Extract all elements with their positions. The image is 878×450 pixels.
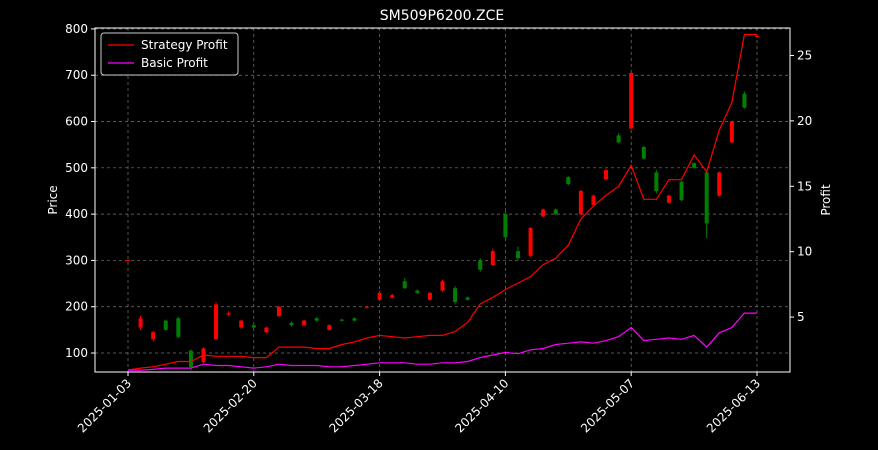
candle-body bbox=[176, 318, 181, 337]
y2-tick-label: 20 bbox=[797, 114, 812, 128]
candle-body bbox=[692, 163, 697, 168]
candle-body bbox=[453, 288, 458, 303]
candle-body bbox=[365, 306, 370, 308]
candle-body bbox=[591, 195, 596, 205]
candle-body bbox=[704, 172, 709, 224]
candle-body bbox=[503, 214, 508, 238]
candle-body bbox=[226, 313, 231, 315]
candle-body bbox=[302, 320, 307, 326]
candle-body bbox=[151, 332, 156, 340]
legend-label: Basic Profit bbox=[141, 56, 208, 70]
candle-body bbox=[314, 318, 319, 321]
candle-body bbox=[264, 327, 269, 333]
candle-body bbox=[666, 195, 671, 203]
candle-body bbox=[553, 209, 558, 215]
candle-body bbox=[163, 320, 168, 330]
legend-label: Strategy Profit bbox=[141, 38, 228, 52]
candle-body bbox=[377, 292, 382, 300]
profit-line bbox=[128, 312, 757, 371]
candle-body bbox=[717, 172, 722, 196]
plot-frame bbox=[94, 27, 791, 373]
candle-body bbox=[138, 318, 143, 328]
y-tick-label: 200 bbox=[65, 300, 88, 314]
candle-body bbox=[742, 93, 747, 108]
candle-body bbox=[188, 350, 193, 367]
candle-body bbox=[289, 322, 294, 326]
candle-body bbox=[755, 35, 759, 37]
candle-body bbox=[729, 121, 734, 143]
candle-body bbox=[578, 190, 583, 215]
candle-body bbox=[352, 318, 357, 321]
chart-title: SM509P6200.ZCE bbox=[380, 8, 504, 24]
candle-body bbox=[641, 146, 646, 159]
y-tick-label: 400 bbox=[65, 207, 88, 221]
candle-body bbox=[465, 297, 470, 300]
y-tick-label: 300 bbox=[65, 253, 88, 267]
candle-body bbox=[478, 260, 483, 270]
candle-body bbox=[415, 290, 420, 293]
candle-body bbox=[566, 177, 571, 185]
legend-box bbox=[100, 32, 239, 76]
candle-body bbox=[490, 251, 495, 266]
candle-body bbox=[251, 325, 256, 328]
profit-line bbox=[127, 33, 757, 371]
y-tick-label: 100 bbox=[65, 346, 88, 360]
y-tick-label: 700 bbox=[65, 68, 88, 82]
y2-axis-label: Profit bbox=[819, 184, 833, 216]
candle-body bbox=[239, 320, 244, 328]
candle-body bbox=[214, 304, 219, 340]
candle-body bbox=[528, 228, 533, 256]
candle-body bbox=[327, 325, 332, 330]
y2-tick-label: 15 bbox=[797, 179, 812, 193]
candle-body bbox=[629, 72, 634, 129]
candle-body bbox=[402, 281, 407, 289]
y2-tick-label: 5 bbox=[797, 310, 805, 324]
y-tick-label: 600 bbox=[65, 115, 88, 129]
y2-tick-label: 10 bbox=[797, 245, 812, 259]
candle-body bbox=[515, 251, 520, 259]
candle-body bbox=[616, 135, 621, 143]
legend: Strategy Profit Basic Profit bbox=[100, 32, 239, 76]
candle-body bbox=[390, 295, 395, 298]
y-tick-label: 500 bbox=[65, 161, 88, 175]
candle-body bbox=[440, 281, 445, 291]
candle-body bbox=[126, 259, 130, 261]
candle-body bbox=[604, 170, 609, 180]
y-axis-label: Price bbox=[46, 185, 60, 214]
candle-body bbox=[427, 292, 432, 300]
candle-body bbox=[541, 209, 546, 217]
candle-body bbox=[679, 181, 684, 201]
y-tick-label: 800 bbox=[65, 22, 88, 36]
y2-tick-label: 25 bbox=[797, 48, 812, 62]
candle-body bbox=[276, 306, 281, 316]
candle-body bbox=[654, 172, 659, 191]
candle-body bbox=[339, 319, 344, 321]
